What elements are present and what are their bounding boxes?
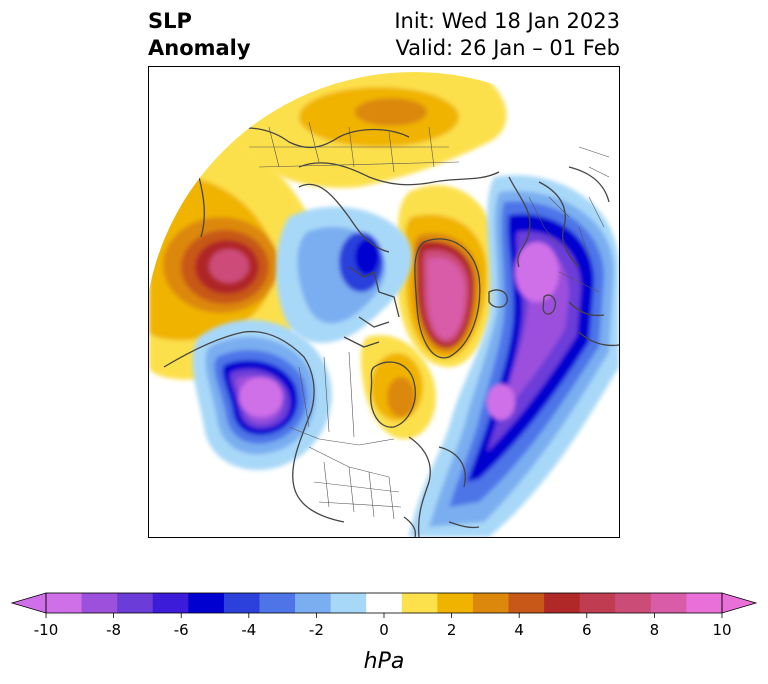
colorbar-segment <box>223 593 260 613</box>
colorbar-tick-label: -8 <box>106 621 121 639</box>
title-variable-line2: Anomaly <box>148 36 251 60</box>
colorbar-tick-label: -4 <box>241 621 256 639</box>
colorbar-segments <box>46 593 723 613</box>
colorbar-tick-label: -6 <box>174 621 189 639</box>
colorbar-tick-label: 10 <box>712 621 731 639</box>
colorbar-segment <box>117 593 154 613</box>
map-panel <box>148 66 620 538</box>
hudson-high-anomaly <box>360 335 436 440</box>
colorbar-tick-label: 2 <box>447 621 457 639</box>
plot-title-dates: Init: Wed 18 Jan 2023 Valid: 26 Jan – 01… <box>394 8 620 62</box>
colorbar-segment <box>472 593 510 613</box>
colorbar-segment <box>366 593 403 613</box>
colorbar-unit-label: hPa <box>364 649 405 674</box>
colorbar-segment <box>46 593 83 613</box>
colorbar-segment <box>401 593 438 613</box>
colorbar-segment <box>295 593 332 613</box>
atlantic-low-anomaly <box>409 175 619 537</box>
plot-title-variable: SLP Anomaly <box>148 8 251 62</box>
colorbar-segment <box>259 593 296 613</box>
colorbar-segment <box>615 593 652 613</box>
colorbar-over-triangle <box>721 592 758 614</box>
colorbar-segment <box>650 593 687 613</box>
greenland-high-anomaly <box>396 185 498 367</box>
colorbar-tick-label: -10 <box>34 621 59 639</box>
colorbar-ticks: -10 -8 -6 -4 -2 0 2 4 6 8 10 <box>34 613 732 639</box>
colorbar-segment <box>81 593 118 613</box>
political-borders <box>249 121 610 520</box>
colorbar-tick-label: 0 <box>379 621 389 639</box>
colorbar-segment <box>152 593 189 613</box>
slp-anomaly-map <box>149 72 619 537</box>
colorbar-segment <box>544 593 581 613</box>
eurasia-high-anomaly <box>229 72 507 188</box>
colorbar-tick-label: 6 <box>582 621 592 639</box>
valid-range-label: Valid: 26 Jan – 01 Feb <box>395 36 620 60</box>
colorbar-segment <box>579 593 616 613</box>
title-variable-line1: SLP <box>148 9 192 33</box>
init-date-label: Init: Wed 18 Jan 2023 <box>394 9 620 33</box>
colorbar-segment <box>437 593 474 613</box>
colorbar-tick-label: 4 <box>514 621 524 639</box>
colorbar-segment <box>330 593 367 613</box>
colorbar-segment <box>188 593 225 613</box>
colorbar-segment <box>508 593 545 613</box>
colorbar: -10 -8 -6 -4 -2 0 2 4 6 8 10 hPa <box>10 592 758 674</box>
arctic-low-anomaly <box>276 206 412 343</box>
colorbar-tick-label: -2 <box>309 621 324 639</box>
colorbar-segment <box>686 593 723 613</box>
colorbar-under-triangle <box>10 592 47 614</box>
colorbar-tick-label: 8 <box>650 621 660 639</box>
west-america-low-anomaly <box>192 319 332 471</box>
